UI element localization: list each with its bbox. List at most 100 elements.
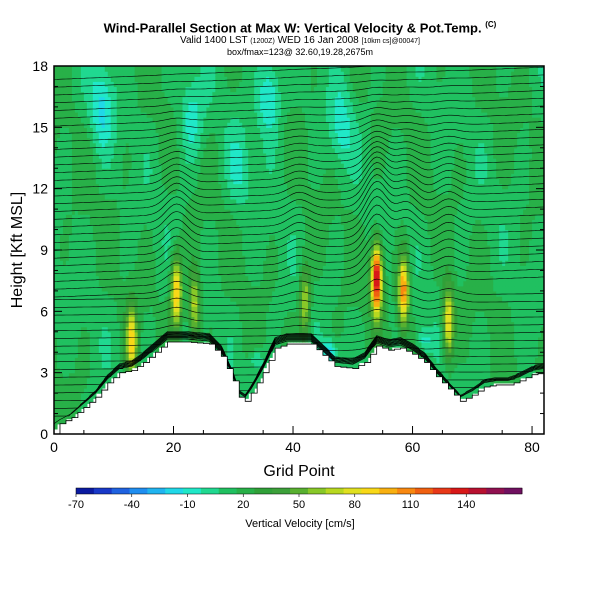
field-cell [59,106,64,113]
field-cell [95,362,100,369]
field-cell [224,214,228,220]
field-cell [257,188,261,195]
field-cell [98,347,103,353]
field-cell [143,265,148,272]
field-cell [215,101,219,108]
field-cell [266,81,270,88]
field-cell [62,296,67,302]
field-cell [68,357,73,364]
field-cell [68,260,73,266]
field-cell [269,321,273,328]
field-cell [116,316,121,323]
field-cell [77,117,82,123]
field-cell [182,81,187,88]
field-cell [206,137,210,144]
field-cell [68,331,73,338]
field-cell [116,209,121,215]
field-cell [188,106,193,113]
field-cell [140,229,145,236]
field-cell [299,132,303,139]
field-cell [212,250,216,256]
field-cell [248,183,252,190]
field-cell [197,71,201,77]
field-cell [164,178,169,185]
field-cell [251,122,255,128]
field-cell [155,260,160,266]
field-cell [284,76,288,82]
field-cell [77,66,82,72]
field-cell [71,101,76,108]
field-cell [230,342,234,348]
field-cell [68,112,73,118]
field-cell [206,285,210,292]
field-cell [287,163,291,169]
field-cell [218,86,222,93]
field-cell [179,66,184,72]
field-cell [230,316,234,323]
field-cell [149,96,154,103]
field-cell [54,101,58,108]
field-cell [134,214,139,220]
field-cell [272,234,276,241]
field-cell [191,229,196,236]
field-cell [212,209,216,215]
field-cell [227,224,231,231]
field-cell [92,158,97,164]
field-cell [77,234,82,241]
field-cell [176,311,181,318]
field-cell [101,163,106,169]
field-cell [215,198,219,205]
field-cell [275,290,279,297]
field-cell [203,311,207,318]
field-cell [65,311,70,318]
field-cell [194,219,199,226]
field-cell [65,152,70,159]
field-cell [301,173,306,180]
field-cell [95,163,100,169]
field-cell [74,367,79,374]
field-cell [194,127,199,134]
field-cell [110,306,115,312]
field-cell [110,280,115,287]
field-cell [68,306,73,312]
field-cell [134,76,139,82]
field-cell [296,326,300,333]
field-cell [278,234,282,241]
field-cell [221,147,225,154]
field-cell [71,403,76,410]
field-cell [239,91,243,98]
field-cell [263,265,267,272]
field-cell [137,265,142,272]
field-cell [215,76,219,82]
field-cell [301,132,306,139]
field-cell [149,152,154,159]
field-cell [137,255,142,261]
field-cell [293,158,297,164]
field-cell [89,198,94,205]
field-cell [155,204,160,210]
field-cell [287,301,291,307]
field-cell [254,260,258,266]
field-cell [92,255,97,261]
field-cell [260,132,264,139]
field-cell [77,71,82,77]
field-cell [155,91,160,98]
field-cell [275,270,279,277]
field-cell [86,301,91,307]
field-cell [98,306,103,312]
field-cell [92,122,97,128]
field-cell [239,301,243,307]
field-cell [143,91,148,98]
field-cell [62,193,67,200]
field-cell [188,316,193,323]
field-cell [293,229,297,236]
field-cell [95,188,100,195]
field-cell [182,229,187,236]
field-cell [227,301,231,307]
field-cell [173,127,178,134]
field-cell [185,96,190,103]
field-cell [251,219,255,226]
field-cell [54,382,58,389]
field-cell [296,152,300,159]
field-cell [275,193,279,200]
